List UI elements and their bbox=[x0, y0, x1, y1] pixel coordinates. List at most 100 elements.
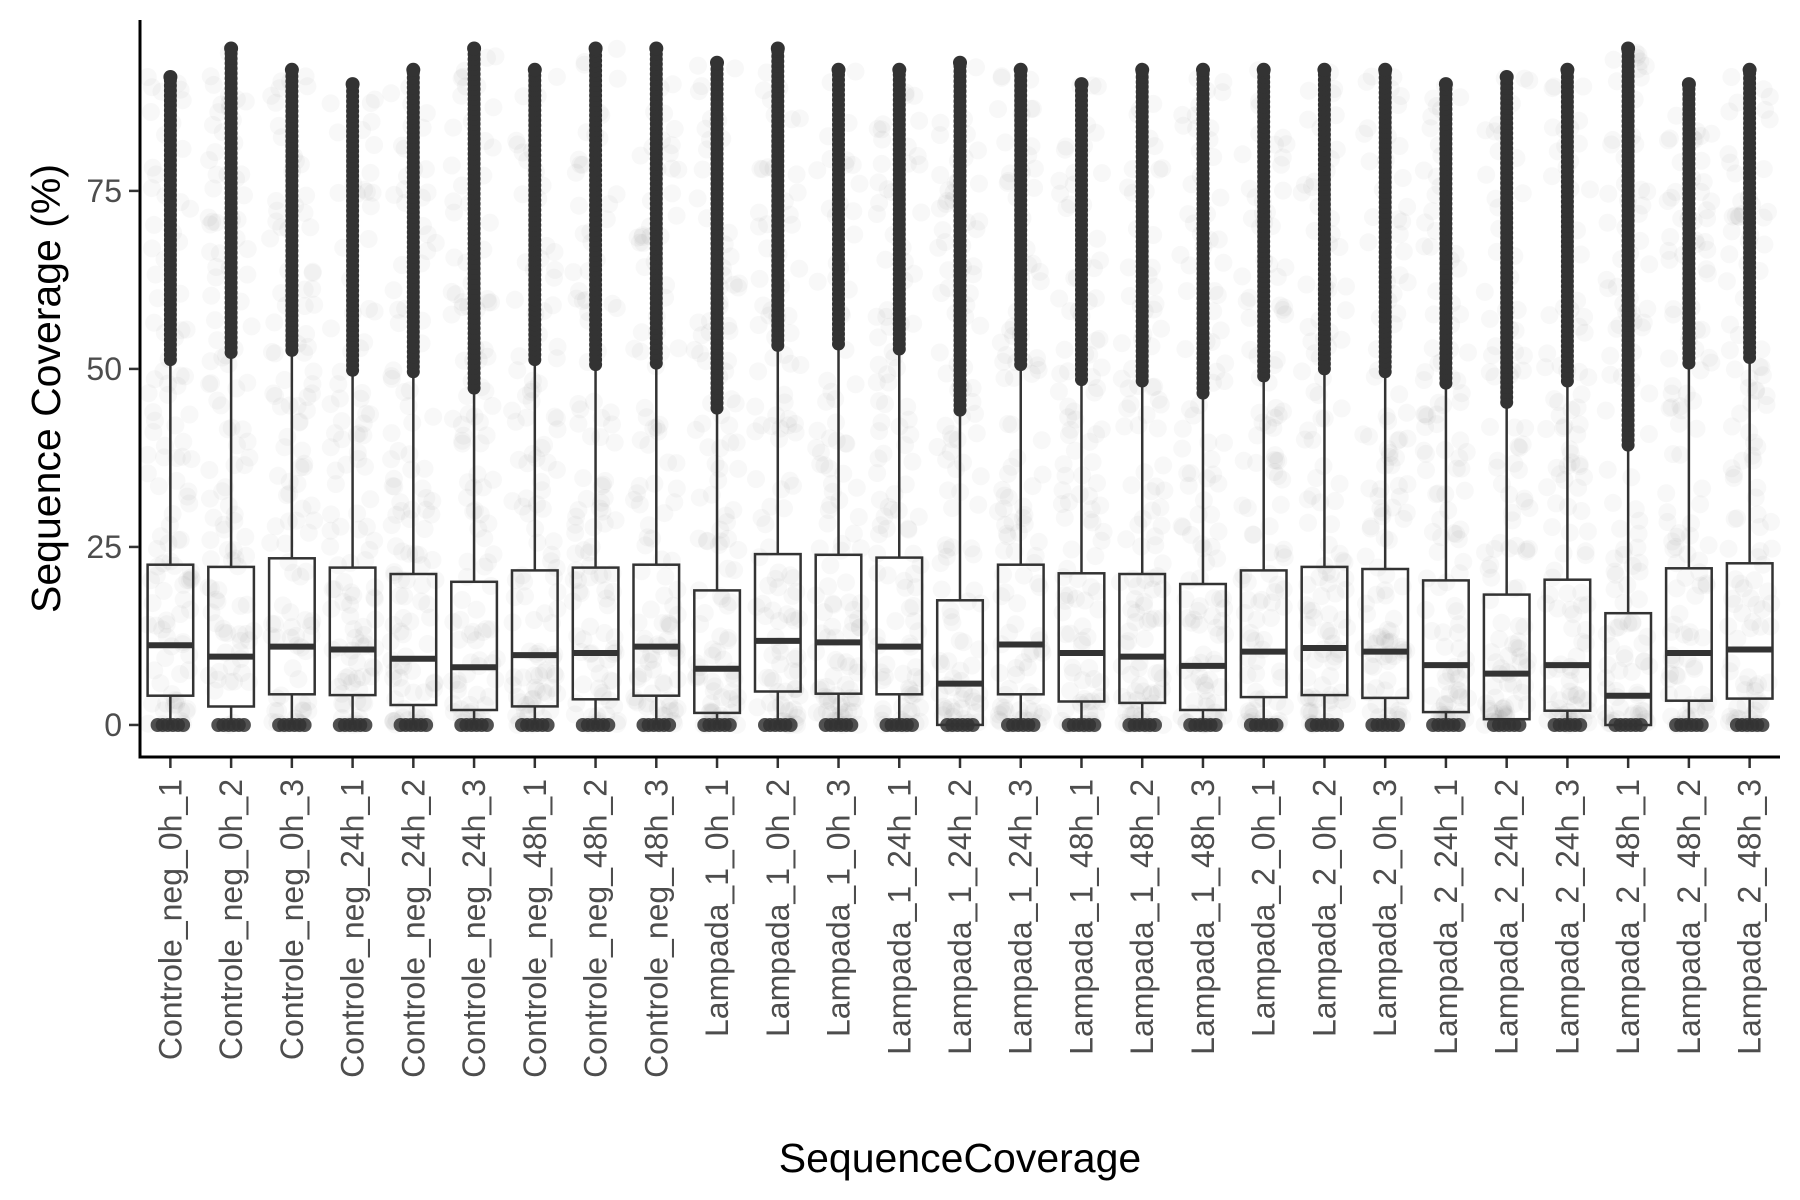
jitter-point bbox=[1208, 718, 1223, 732]
jitter-point bbox=[815, 456, 833, 474]
outlier-points bbox=[1013, 62, 1028, 372]
jitter-point bbox=[1303, 487, 1321, 505]
jitter-point bbox=[415, 683, 433, 701]
outlier-point bbox=[1074, 77, 1089, 92]
jitter-point bbox=[1055, 455, 1073, 473]
jitter-point bbox=[172, 367, 190, 385]
jitter-point bbox=[1239, 499, 1257, 517]
jitter-point bbox=[1720, 103, 1738, 121]
jitter-point bbox=[578, 490, 596, 508]
jitter-point bbox=[526, 679, 544, 697]
jitter-point bbox=[837, 435, 855, 453]
jitter-point bbox=[1611, 520, 1629, 538]
jitter-point bbox=[322, 505, 340, 523]
jitter-point bbox=[1633, 318, 1651, 336]
jitter-point bbox=[1631, 563, 1649, 581]
jitter-point bbox=[1333, 399, 1351, 417]
jitter-point bbox=[1543, 569, 1561, 587]
jitter-point bbox=[200, 151, 218, 169]
outlier-point bbox=[1196, 62, 1210, 77]
jitter-point bbox=[1573, 718, 1588, 732]
jitter-point bbox=[1151, 498, 1169, 516]
jitter-point bbox=[1326, 492, 1344, 510]
jitter-point bbox=[972, 467, 990, 485]
jitter-point bbox=[746, 398, 764, 416]
jitter-point bbox=[1025, 179, 1043, 197]
jitter-point bbox=[1056, 341, 1074, 359]
jitter-point bbox=[445, 249, 463, 267]
jitter-point bbox=[895, 572, 913, 590]
jitter-point bbox=[966, 405, 984, 423]
jitter-point bbox=[574, 469, 592, 487]
jitter-point bbox=[1682, 514, 1700, 532]
jitter-point bbox=[1197, 697, 1215, 715]
jitter-point bbox=[1432, 528, 1450, 546]
outlier-point bbox=[163, 70, 178, 84]
jitter-point bbox=[704, 640, 722, 658]
zero-points bbox=[272, 718, 312, 732]
box-iqr bbox=[1361, 567, 1410, 700]
jitter-point bbox=[1337, 278, 1355, 296]
outlier-point bbox=[1135, 62, 1150, 77]
jitter-point bbox=[1297, 596, 1315, 614]
jitter-point bbox=[1138, 406, 1156, 424]
jitter-point bbox=[1241, 341, 1259, 359]
jitter-point bbox=[1601, 366, 1619, 384]
jitter-point bbox=[156, 649, 174, 667]
jitter-point bbox=[670, 339, 688, 357]
jitter-point bbox=[1630, 525, 1648, 543]
jitter-point bbox=[1300, 82, 1318, 100]
jitter-point bbox=[1572, 246, 1590, 264]
jitter-point bbox=[817, 393, 835, 411]
jitter-point bbox=[1476, 283, 1494, 301]
jitter-point bbox=[1209, 286, 1227, 304]
jitter-point bbox=[539, 454, 557, 472]
jitter-point bbox=[1759, 203, 1777, 221]
jitter-point bbox=[181, 200, 199, 218]
jitter-point bbox=[1456, 482, 1474, 500]
jitter-point bbox=[1616, 649, 1634, 667]
jitter-point bbox=[1599, 214, 1617, 232]
box-iqr bbox=[1239, 569, 1288, 699]
jitter-point bbox=[937, 417, 955, 435]
jitter-point bbox=[1395, 510, 1413, 528]
jitter-point bbox=[1451, 718, 1466, 732]
jitter-point bbox=[1658, 503, 1676, 521]
jitter-point bbox=[962, 539, 980, 557]
jitter-point bbox=[900, 702, 918, 720]
outlier-point bbox=[1621, 41, 1636, 56]
jitter-point bbox=[643, 530, 661, 548]
jitter-point bbox=[931, 166, 949, 184]
jitter-point bbox=[517, 409, 535, 427]
jitter-point bbox=[1173, 440, 1191, 458]
jitter-point bbox=[629, 668, 647, 686]
outlier-point bbox=[406, 62, 421, 77]
jitter-point bbox=[965, 257, 983, 275]
jitter-point bbox=[180, 495, 198, 513]
jitter-point bbox=[270, 117, 288, 135]
jitter-point bbox=[479, 718, 494, 732]
jitter-point bbox=[1126, 590, 1144, 608]
jitter-point bbox=[1178, 464, 1196, 482]
jitter-point bbox=[1147, 295, 1165, 313]
jitter-point bbox=[1415, 237, 1433, 255]
box-iqr bbox=[1300, 565, 1349, 697]
jitter-point bbox=[523, 392, 541, 410]
jitter-point bbox=[304, 263, 322, 281]
zero-points bbox=[1061, 718, 1102, 732]
jitter-point bbox=[829, 653, 847, 671]
jitter-point bbox=[266, 702, 284, 720]
jitter-point bbox=[383, 370, 401, 388]
jitter-point bbox=[943, 499, 961, 517]
jitter-point bbox=[999, 527, 1017, 545]
jitter-point bbox=[1500, 486, 1518, 504]
jitter-point bbox=[1693, 480, 1711, 498]
jitter-point bbox=[690, 530, 708, 548]
jitter-point bbox=[872, 664, 890, 682]
jitter-point bbox=[261, 534, 279, 552]
jitter-point bbox=[478, 49, 496, 67]
jitter-point bbox=[663, 136, 681, 154]
jitter-point bbox=[694, 161, 712, 179]
jitter-point bbox=[341, 554, 359, 572]
jitter-point bbox=[989, 100, 1007, 118]
